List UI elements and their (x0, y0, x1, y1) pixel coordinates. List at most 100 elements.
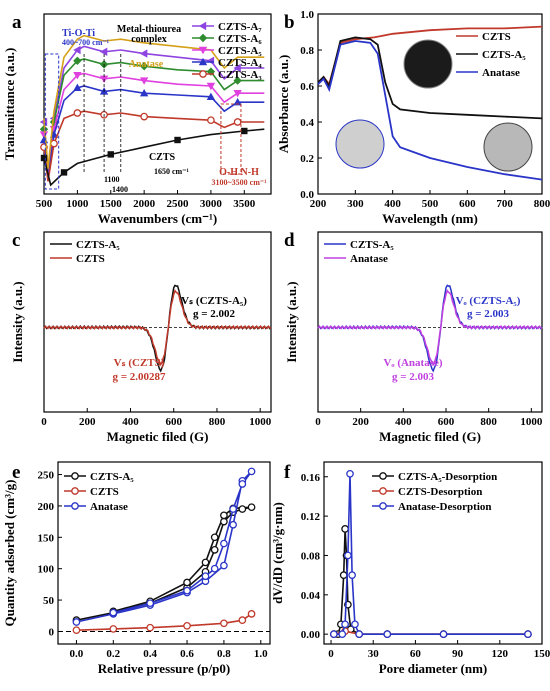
x-tick-label: 2000 (133, 198, 156, 210)
data-point (206, 82, 216, 91)
data-point (439, 630, 448, 639)
data-point (71, 472, 79, 480)
label: Vₒ (CZTS-A₅) (456, 295, 521, 307)
y-axis-label-group: Intensity (a.u.) (10, 281, 25, 362)
y-axis-label: Transmittance (a.u.) (2, 48, 17, 161)
label: g = 2.003 (392, 371, 435, 383)
x-tick-label: 800 (534, 198, 550, 210)
x-axis-label: Pore diameter (nm) (379, 661, 488, 676)
data-point (233, 118, 242, 126)
panel-a-frame (43, 13, 272, 195)
x-axis-label: Wavelength (nm) (382, 211, 478, 226)
data-point (238, 480, 247, 488)
data-point (247, 610, 256, 618)
x-tick-label: 400 (122, 416, 139, 428)
label: g = 2.00287 (112, 371, 166, 383)
label: g = 2.002 (193, 308, 236, 320)
y-tick-label: 0.08 (301, 550, 321, 562)
data-point (351, 620, 359, 629)
legend-label: CZTS-A₇ (218, 21, 262, 33)
data-point (210, 564, 219, 573)
y-axis-label-group: Intensity (a.u.) (284, 281, 299, 362)
legend-label: CZTS-A₆ (218, 33, 262, 45)
data-point (524, 630, 532, 639)
data-point (220, 539, 228, 548)
y-tick-label: 0.0 (300, 189, 314, 201)
legend-label: CZTS-A₅ (76, 239, 120, 251)
data-point (73, 56, 82, 65)
label: Anatase (129, 59, 164, 70)
label: Vₛ (CZTS-A₅) (181, 295, 247, 307)
y-tick-label: 0.6 (300, 81, 314, 93)
x-tick-label: 200 (310, 198, 327, 210)
panel-e-frame (57, 461, 271, 645)
label: 1650 cm⁻¹ (154, 167, 189, 176)
x-tick-label: 700 (496, 198, 513, 210)
data-point (198, 46, 208, 55)
y-axis-label: Quantity adsorbed (cm³/g) (2, 480, 17, 627)
data-point (344, 551, 352, 560)
data-point (198, 21, 207, 31)
legend-label: CZTS-A₅ (350, 239, 394, 251)
series-line (43, 34, 265, 169)
data-point (198, 33, 208, 43)
data-point (73, 45, 81, 55)
legend-label: CZTS-Desorption (398, 486, 482, 498)
legend-label: Anatase (90, 501, 128, 513)
data-point (73, 72, 82, 80)
legend-label: CZTS-A₄ (218, 57, 262, 69)
data-point (99, 47, 108, 56)
legend-label: CZTS (482, 31, 511, 43)
data-point (206, 56, 215, 65)
data-point (109, 608, 118, 617)
data-point (50, 139, 58, 148)
y-tick-label: 150 (38, 532, 55, 544)
x-axis-label: Relative pressure (p/p0) (98, 661, 230, 676)
series-line (333, 528, 528, 635)
y-tick-label: 50 (43, 595, 55, 607)
y-tick-label: 200 (38, 501, 55, 513)
data-point (233, 63, 241, 73)
x-tick-label: 200 (352, 416, 369, 428)
panel-letter: d (284, 230, 295, 251)
data-point (241, 127, 248, 135)
x-tick-label: 300 (347, 198, 364, 210)
label: Vₛ (CZTS) (114, 357, 165, 369)
y-tick-label: 0.8 (300, 45, 314, 57)
data-point (183, 621, 191, 630)
legend-label: CZTS (76, 253, 105, 265)
data-point (40, 154, 48, 162)
data-point (39, 135, 49, 144)
x-tick-label: 1.0 (254, 648, 268, 660)
panel-letter: e (12, 462, 20, 483)
y-axis-label-group: Transmittance (a.u.) (2, 48, 17, 161)
series-line (43, 85, 265, 180)
y-axis-label: dV/dD (cm³/g·nm) (270, 502, 285, 604)
data-point (107, 151, 114, 158)
x-tick-label: 600 (165, 416, 182, 428)
data-point (201, 572, 210, 581)
series-line (317, 40, 543, 181)
panel-letter: c (12, 230, 20, 251)
data-point (206, 92, 216, 100)
series-line (317, 289, 543, 367)
data-point (139, 89, 149, 97)
series-line (43, 45, 265, 173)
sample-photo-czts-a5 (483, 122, 533, 172)
label: complex (131, 34, 167, 45)
sample-photo-anatase (335, 119, 385, 169)
data-point (73, 109, 82, 117)
x-tick-label: 1500 (100, 198, 123, 210)
y-tick-label: 0 (49, 626, 55, 638)
x-tick-label: 0 (328, 648, 334, 660)
data-point (329, 630, 338, 639)
label: Ti-O-Ti (62, 28, 95, 39)
y-tick-label: 0.2 (300, 153, 314, 165)
x-tick-label: 30 (368, 648, 380, 660)
data-point (247, 467, 256, 476)
x-tick-label: 2500 (167, 198, 190, 210)
highlight-box (220, 103, 242, 175)
data-point (39, 125, 49, 134)
y-tick-label: 0.00 (301, 629, 321, 641)
